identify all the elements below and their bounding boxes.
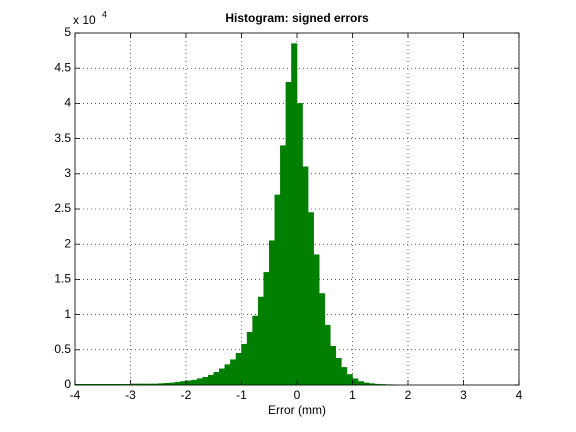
bar — [357, 381, 364, 386]
x-tick-label: -4 — [70, 388, 81, 402]
y-tick-label: 5 — [64, 25, 71, 39]
bar — [307, 212, 314, 386]
bar — [257, 296, 264, 386]
bar — [285, 82, 292, 386]
bar — [224, 364, 231, 386]
bar — [335, 357, 342, 386]
bar — [174, 381, 181, 386]
bar — [341, 367, 348, 386]
y-tick-label: 1 — [64, 307, 71, 321]
bar — [352, 378, 359, 386]
y-tick-label: 1.5 — [54, 272, 71, 286]
y-tick-label: 4.5 — [54, 60, 71, 74]
bar — [241, 343, 248, 386]
bar — [207, 374, 214, 386]
x-tick-label: 0 — [294, 388, 301, 402]
bar — [291, 43, 298, 386]
y-tick-label: 0.5 — [54, 342, 71, 356]
chart-title: Histogram: signed errors — [225, 11, 369, 25]
x-tick-label: -2 — [181, 388, 192, 402]
y-tick-label: 4 — [64, 96, 71, 110]
y-tick-label: 3 — [64, 166, 71, 180]
bar — [252, 315, 259, 386]
y-scale-text: x 10 — [73, 13, 96, 27]
x-tick-label: -3 — [125, 388, 136, 402]
x-axis-label: Error (mm) — [268, 403, 326, 417]
bar — [263, 272, 270, 386]
bar — [196, 378, 203, 386]
y-tick-label: 2 — [64, 236, 71, 250]
x-tick-label: 4 — [516, 388, 523, 402]
x-tick-label: 1 — [349, 388, 356, 402]
bar — [185, 380, 192, 386]
bar — [246, 331, 253, 386]
bar — [318, 293, 326, 386]
y-tick-label: 0 — [64, 377, 71, 391]
bar — [202, 377, 209, 386]
bar — [274, 194, 281, 386]
bar — [230, 359, 237, 386]
bar — [219, 368, 226, 386]
x-tick-label: -1 — [236, 388, 247, 402]
bar — [180, 381, 187, 386]
bar — [324, 324, 331, 386]
x-tick-label: 3 — [460, 388, 467, 402]
y-tick-label: 2.5 — [54, 201, 71, 215]
bar — [313, 254, 320, 386]
bar — [346, 374, 353, 386]
bar — [280, 145, 287, 386]
bar — [330, 346, 337, 386]
bar — [235, 353, 242, 386]
y-tick-label: 3.5 — [54, 131, 71, 145]
bar — [296, 103, 303, 386]
bar — [302, 166, 309, 386]
bar — [213, 372, 220, 386]
y-scale-exponent: 4 — [102, 9, 107, 19]
bar — [191, 379, 198, 386]
x-tick-label: 2 — [405, 388, 412, 402]
bar — [269, 240, 276, 386]
